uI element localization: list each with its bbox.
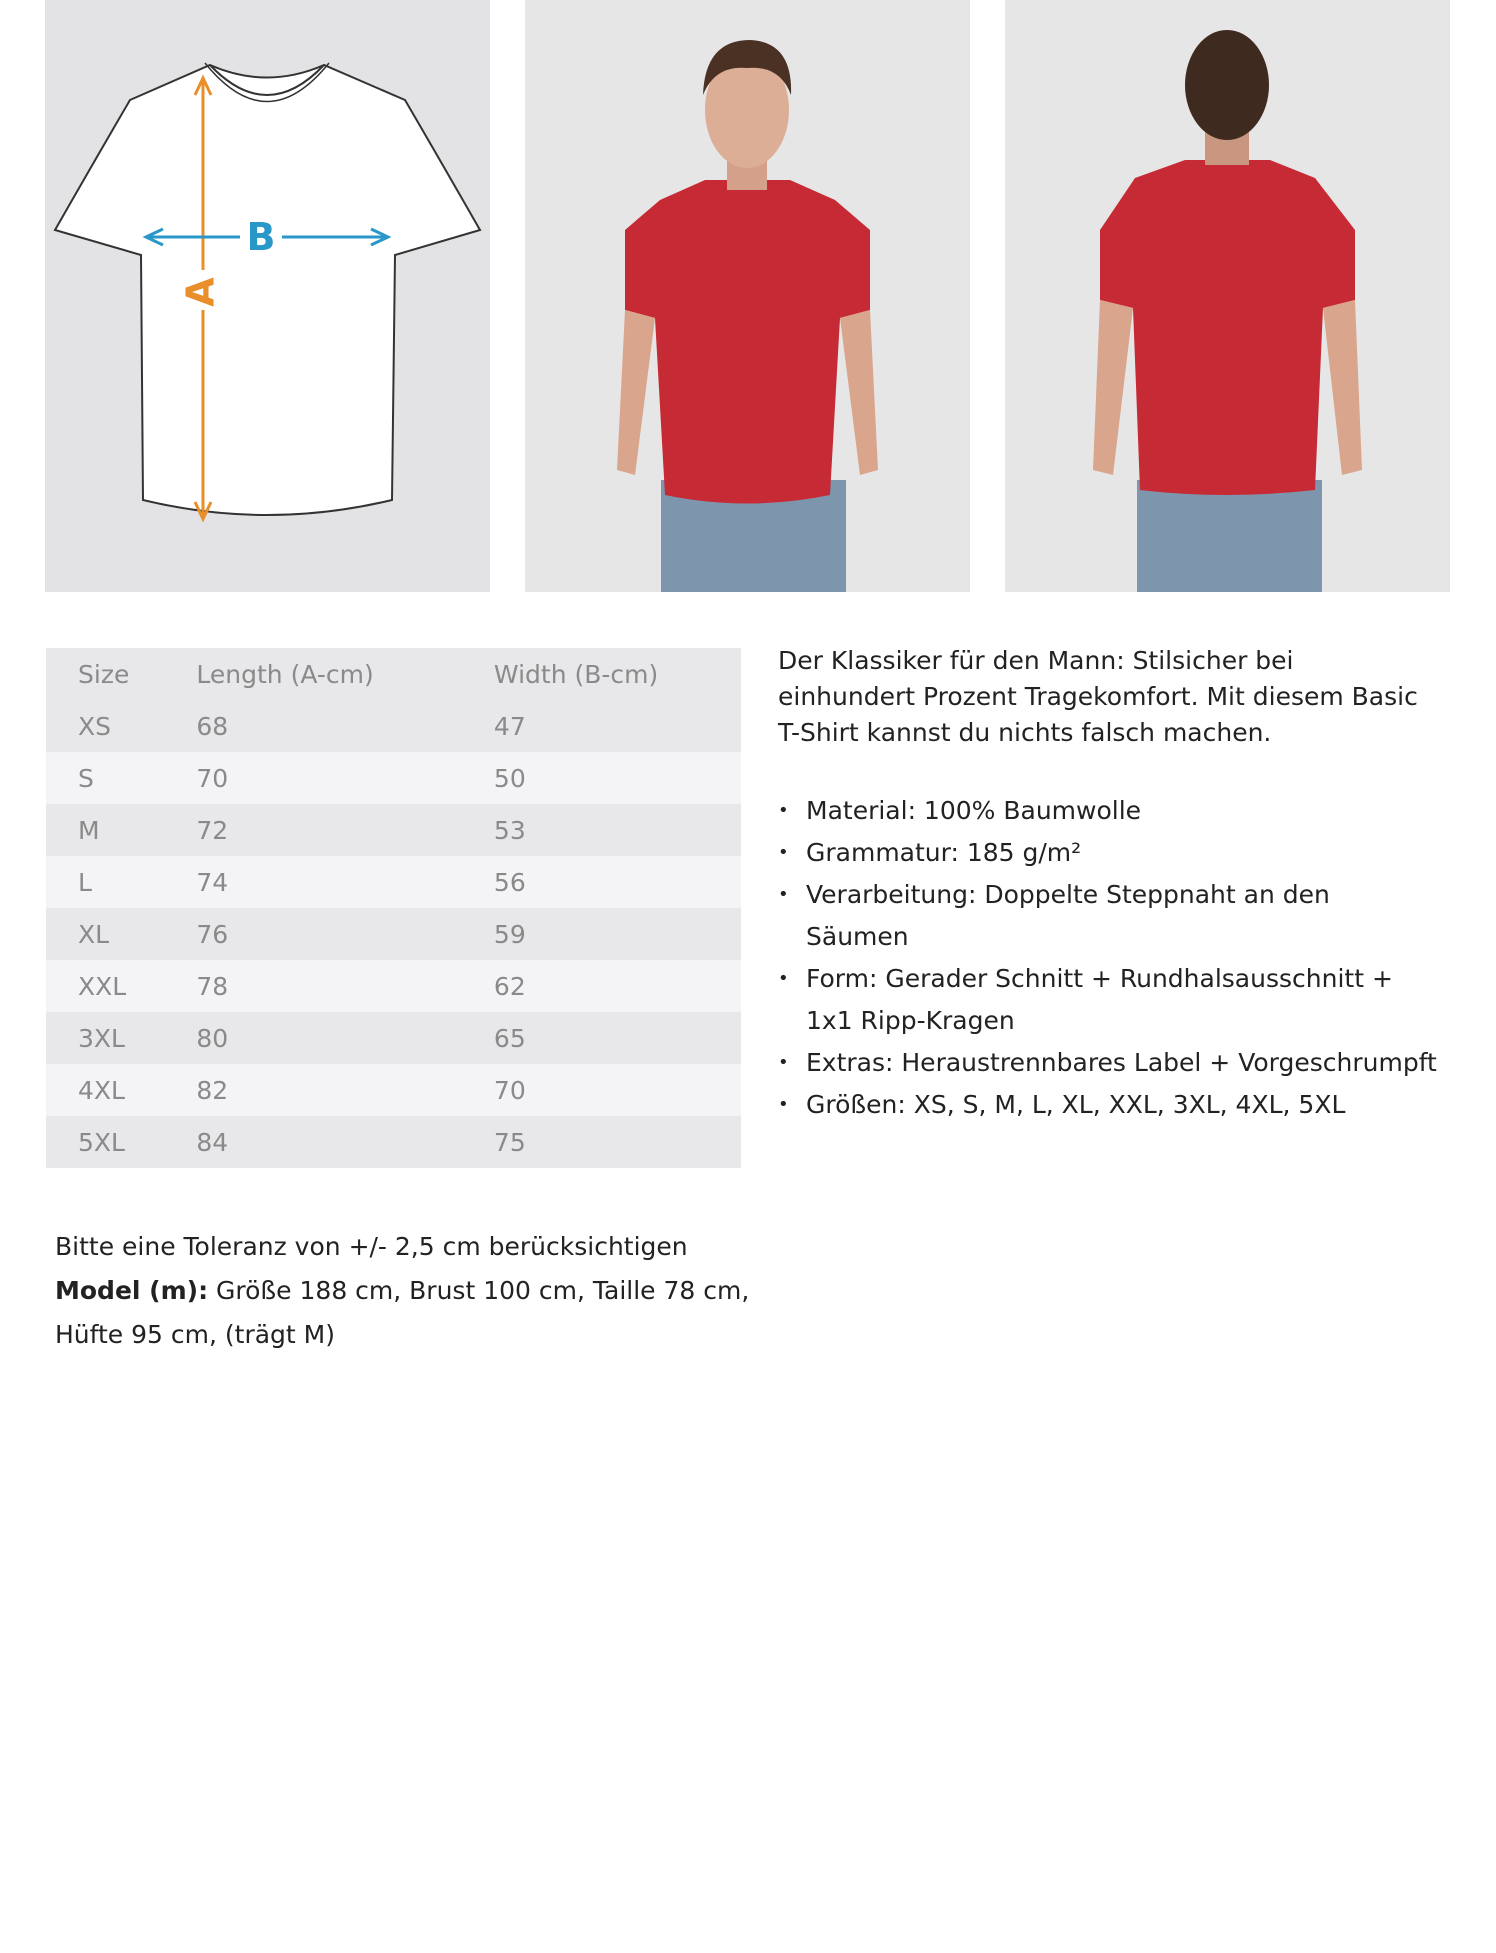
table-cell: 76	[196, 919, 229, 949]
table-row: 3XL 80 65	[46, 1012, 741, 1064]
table-cell: 80	[196, 1023, 229, 1053]
table-cell: 72	[196, 815, 229, 845]
table-cell: 78	[196, 971, 229, 1001]
table-cell: XL	[78, 919, 110, 949]
table-cell: M	[78, 815, 100, 845]
model-text: Größe 188 cm, Brust 100 cm, Taille 78 cm…	[55, 1276, 750, 1349]
feature-item: Verarbeitung: Doppelte Steppnaht an den …	[778, 874, 1438, 958]
feature-item: Extras: Heraustrennbares Label + Vorgesc…	[778, 1042, 1438, 1084]
table-cell: 56	[493, 867, 526, 897]
tolerance-note: Bitte eine Toleranz von +/- 2,5 cm berüc…	[55, 1232, 688, 1261]
table-cell: 4XL	[78, 1075, 125, 1105]
table-cell: 62	[493, 971, 526, 1001]
table-cell: 3XL	[78, 1023, 125, 1053]
column-header: Length (A-cm)	[196, 659, 374, 689]
table-cell: 74	[196, 867, 229, 897]
description: Der Klassiker für den Mann: Stilsicher b…	[778, 646, 1418, 747]
table-cell: L	[78, 867, 92, 897]
feature-list: Material: 100% BaumwolleGrammatur: 185 g…	[778, 790, 1438, 1126]
model-note: Model (m): Größe 188 cm, Brust 100 cm, T…	[55, 1269, 775, 1357]
table-row: L 74 56	[46, 856, 741, 908]
table-cell: S	[78, 763, 94, 793]
table-cell: XXL	[78, 971, 127, 1001]
table-cell: 68	[196, 711, 229, 741]
table-cell: 5XL	[78, 1127, 125, 1157]
feature-item: Grammatur: 185 g/m²	[778, 832, 1438, 874]
table-row: 4XL 82 70	[46, 1064, 741, 1116]
table-cell: 82	[196, 1075, 229, 1105]
label-a: A	[179, 277, 223, 307]
feature-item: Größen: XS, S, M, L, XL, XXL, 3XL, 4XL, …	[778, 1084, 1438, 1126]
table-cell: 84	[196, 1127, 229, 1157]
table-row: XS 68 47	[46, 700, 741, 752]
notes: Bitte eine Toleranz von +/- 2,5 cm berüc…	[55, 1225, 775, 1357]
table-cell: 75	[493, 1127, 526, 1157]
table-header: Size Length (A-cm) Width (B-cm)	[46, 648, 741, 700]
column-header: Size	[78, 659, 130, 689]
table-row: M 72 53	[46, 804, 741, 856]
model-front-photo	[525, 0, 970, 592]
table-cell: 50	[493, 763, 526, 793]
table-cell: 65	[493, 1023, 526, 1053]
table-cell: 70	[493, 1075, 526, 1105]
size-diagram: B A	[45, 0, 490, 592]
table-cell: 53	[493, 815, 526, 845]
label-b: B	[247, 215, 276, 259]
table-row: XL 76 59	[46, 908, 741, 960]
feature-item: Form: Gerader Schnitt + Rundhalsausschni…	[778, 958, 1438, 1042]
column-header: Width (B-cm)	[493, 659, 659, 689]
table-cell: 59	[493, 919, 526, 949]
feature-item: Material: 100% Baumwolle	[778, 790, 1438, 832]
table-row: 5XL 84 75	[46, 1116, 741, 1168]
size-table: Size Length (A-cm) Width (B-cm) XS 68 47 S 70 5…	[46, 648, 741, 1168]
table-row: XXL 78 62	[46, 960, 741, 1012]
table-row: S 70 50	[46, 752, 741, 804]
table-cell: XS	[78, 711, 111, 741]
model-back-photo	[1005, 0, 1450, 592]
table-cell: 47	[493, 711, 526, 741]
model-label: Model (m):	[55, 1276, 209, 1305]
table-cell: 70	[196, 763, 229, 793]
